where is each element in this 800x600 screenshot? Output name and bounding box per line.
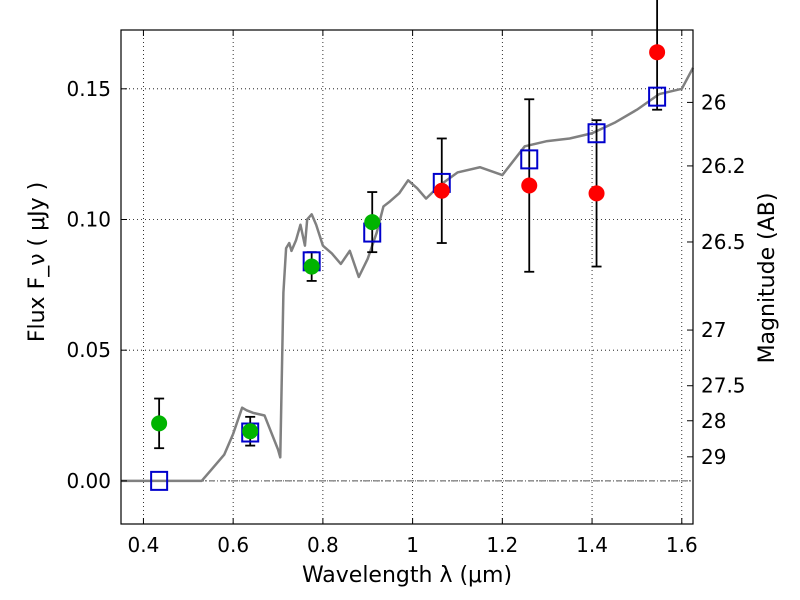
x-tick-label: 0.6: [217, 533, 249, 557]
model-square-point: [520, 149, 539, 170]
red-data-point: [588, 185, 605, 202]
plot-area-background: [121, 30, 693, 524]
axis-ticks: 0.4 0.6 0.8 1 1.2 1.4 1.6 0.00 0.05 0.10 0.15 26 26.…: [66, 30, 746, 557]
y-tick-label: 0.00: [66, 469, 111, 493]
mag-tick-label: 29: [701, 445, 726, 469]
mag-tick-label: 26: [701, 90, 726, 114]
y-tick-label: 0.10: [66, 207, 111, 231]
red-data-point: [433, 182, 450, 199]
x-tick-label: 1: [406, 533, 419, 557]
mag-tick-label: 26.5: [701, 230, 746, 254]
y-axis-label: Flux F_ν ( μJy ): [25, 182, 50, 342]
x-tick-label: 0.8: [307, 533, 339, 557]
green-data-point: [303, 258, 320, 275]
mag-tick-label: 27.5: [701, 374, 746, 398]
green-data-point: [242, 423, 259, 440]
y-tick-label: 0.15: [66, 77, 111, 101]
model-square-point: [648, 86, 667, 107]
y-axis-right-label: Magnitude (AB): [755, 193, 780, 364]
red-data-point: [521, 177, 538, 194]
x-tick-label: 0.4: [128, 533, 160, 557]
model-square-point: [587, 123, 606, 144]
green-data-point: [151, 415, 168, 432]
mag-tick-label: 27: [701, 318, 726, 342]
x-tick-label: 1.4: [576, 533, 608, 557]
x-axis-label: Wavelength λ (μm): [302, 563, 512, 588]
y-tick-label: 0.05: [66, 338, 111, 362]
mag-tick-label: 26.2: [701, 154, 746, 178]
mag-tick-label: 28: [701, 409, 726, 433]
plot-frame: [120, 29, 694, 525]
red-data-point: [649, 44, 666, 61]
x-tick-label: 1.6: [666, 533, 698, 557]
data-points: [151, 44, 666, 440]
green-data-point: [364, 214, 381, 231]
x-tick-label: 1.2: [486, 533, 518, 557]
model-spectrum-line: [121, 67, 695, 483]
model-square-point: [150, 470, 169, 491]
